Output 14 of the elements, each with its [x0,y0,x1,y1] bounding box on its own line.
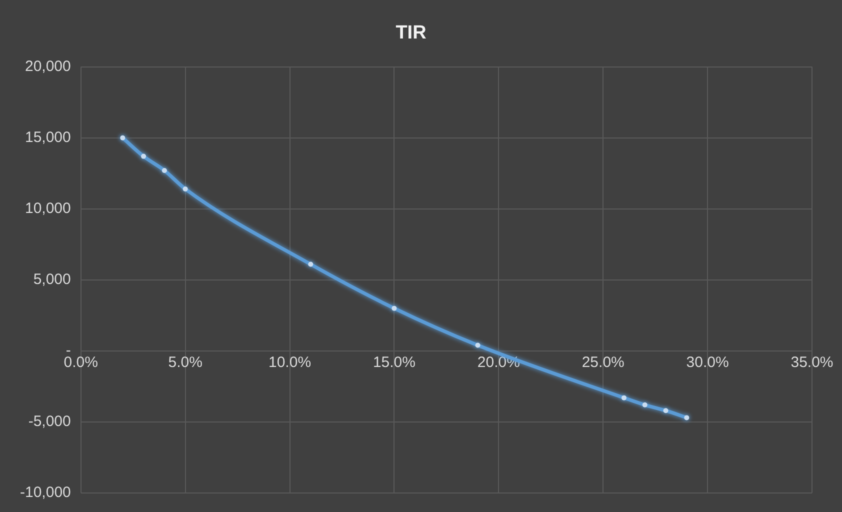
y-tick-label: 20,000 [24,58,71,75]
y-tick-label: -5,000 [28,413,71,430]
x-tick-label: 5.0% [168,354,202,372]
x-tick-label: 0.0% [64,354,98,372]
y-tick-label: -10,000 [20,484,71,502]
x-tick-label: 30.0% [686,354,729,372]
y-tick-label: 5,000 [33,271,71,288]
x-tick-label: 25.0% [582,354,624,372]
x-tick-label: 15.0% [372,354,416,372]
y-tick-label: 15,000 [24,128,71,146]
x-tick-label: 35.0% [790,354,834,372]
x-tick-label: 10.0% [268,354,312,372]
chart-title: TIR [396,22,427,44]
y-tick-label: 10,000 [24,200,71,218]
